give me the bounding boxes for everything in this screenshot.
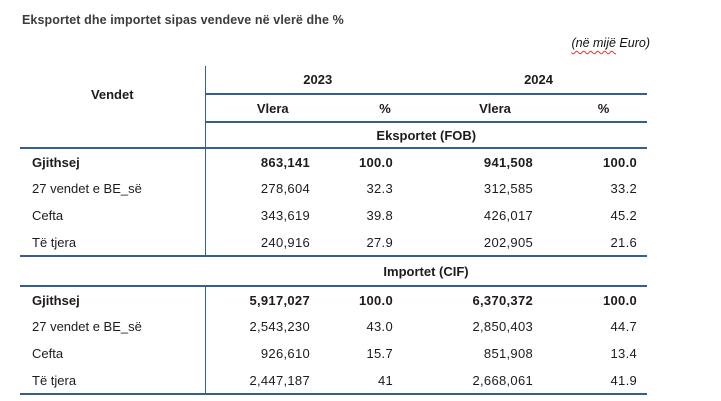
cell-vlera-2023: 863,141 xyxy=(260,154,310,170)
cell-pct-2023: 15.7 xyxy=(366,346,394,361)
row-label: Cefta xyxy=(20,202,206,229)
column-header-pct-2023: % xyxy=(340,94,431,123)
cell-vlera-2024: 2,850,403 xyxy=(472,319,534,334)
cell-pct-2023: 41 xyxy=(340,367,431,395)
cell-pct-2024: 45.2 xyxy=(610,208,638,223)
cell-pct-2024: 41.9 xyxy=(560,367,648,395)
table-header-years-row: Vendet 2023 2024 xyxy=(20,66,648,122)
row-label: Gjithsej xyxy=(20,148,206,175)
cell-pct-2023: 39.8 xyxy=(366,208,394,223)
table-row: 27 vendet e BE_së 2,543,230 43.0 2,850,4… xyxy=(20,313,647,340)
column-header-year-2024: 2024 xyxy=(430,66,648,95)
row-label: Të tjera xyxy=(20,229,206,257)
cell-pct-2024: 44.7 xyxy=(610,319,638,334)
cell-vlera-2023: 278,604 xyxy=(260,181,310,196)
cell-vlera-2024: 2,668,061 xyxy=(430,367,561,395)
column-header-vendet: Vendet xyxy=(20,66,206,122)
cell-vlera-2023: 240,916 xyxy=(205,229,340,257)
cell-pct-2024: 13.4 xyxy=(610,346,638,361)
section-imports-spacer-cell xyxy=(20,256,205,287)
cell-vlera-2024: 6,370,372 xyxy=(472,292,534,308)
cell-pct-2023: 43.0 xyxy=(366,319,394,334)
column-header-vlera-2024: Vlera xyxy=(430,94,561,123)
table-row: Cefta 926,610 15.7 851,908 13.4 xyxy=(20,340,647,367)
table-row: Cefta 343,619 39.8 426,017 45.2 xyxy=(20,202,647,229)
unit-note-rest: Euro) xyxy=(615,36,650,50)
table-header-measures-row: Vlera % Vlera % xyxy=(20,94,648,123)
section-exports-spacer-cell xyxy=(20,122,206,149)
table-row: Gjithsej 863,141 100.0 941,508 100.0 xyxy=(20,148,647,175)
page-title: Eksportet dhe importet sipas vendeve në … xyxy=(22,13,344,27)
cell-pct-2023: 27.9 xyxy=(340,229,431,257)
cell-pct-2024: 21.6 xyxy=(560,229,648,257)
column-header-vlera-2023: Vlera xyxy=(205,94,340,123)
cell-pct-2024: 100.0 xyxy=(602,292,638,308)
cell-vlera-2023: 2,447,187 xyxy=(205,367,340,395)
table-row: Të tjera 2,447,187 41 2,668,061 41.9 xyxy=(20,367,648,395)
column-header-pct-2024: % xyxy=(560,94,648,123)
section-header-imports: Importet (CIF) xyxy=(205,256,648,287)
row-label: Cefta xyxy=(20,340,206,367)
table-row: Gjithsej 5,917,027 100.0 6,370,372 100.0 xyxy=(20,286,647,313)
unit-note-underlined: (në mijë xyxy=(571,36,616,50)
section-header-exports-row: Eksportet (FOB) xyxy=(20,122,648,149)
row-label: 27 vendet e BE_së xyxy=(20,313,206,340)
cell-vlera-2024: 312,585 xyxy=(483,181,534,196)
cell-pct-2024: 33.2 xyxy=(610,181,638,196)
cell-pct-2023: 32.3 xyxy=(366,181,394,196)
cell-pct-2024: 100.0 xyxy=(602,154,638,170)
row-label: Gjithsej xyxy=(20,286,206,313)
unit-note: (në mijë Euro) xyxy=(571,36,650,50)
cell-vlera-2024: 941,508 xyxy=(483,154,534,170)
row-label: 27 vendet e BE_së xyxy=(20,175,206,202)
cell-vlera-2024: 851,908 xyxy=(483,346,534,361)
cell-vlera-2024: 202,905 xyxy=(430,229,561,257)
section-header-imports-row: Importet (CIF) xyxy=(20,256,648,287)
cell-vlera-2023: 926,610 xyxy=(260,346,310,361)
row-label: Të tjera xyxy=(20,367,206,395)
cell-pct-2023: 100.0 xyxy=(358,154,394,170)
cell-vlera-2023: 5,917,027 xyxy=(249,292,310,308)
cell-vlera-2023: 2,543,230 xyxy=(249,319,310,334)
column-header-year-2023: 2023 xyxy=(205,66,431,95)
cell-vlera-2023: 343,619 xyxy=(260,208,310,223)
section-header-exports: Eksportet (FOB) xyxy=(205,122,648,149)
cell-vlera-2024: 426,017 xyxy=(483,208,534,223)
cell-pct-2023: 100.0 xyxy=(358,292,394,308)
trade-table: Vendet 2023 2024 Vlera % Vlera % Eksport… xyxy=(20,66,648,395)
table-row: 27 vendet e BE_së 278,604 32.3 312,585 3… xyxy=(20,175,647,202)
table-row: Të tjera 240,916 27.9 202,905 21.6 xyxy=(20,229,648,257)
